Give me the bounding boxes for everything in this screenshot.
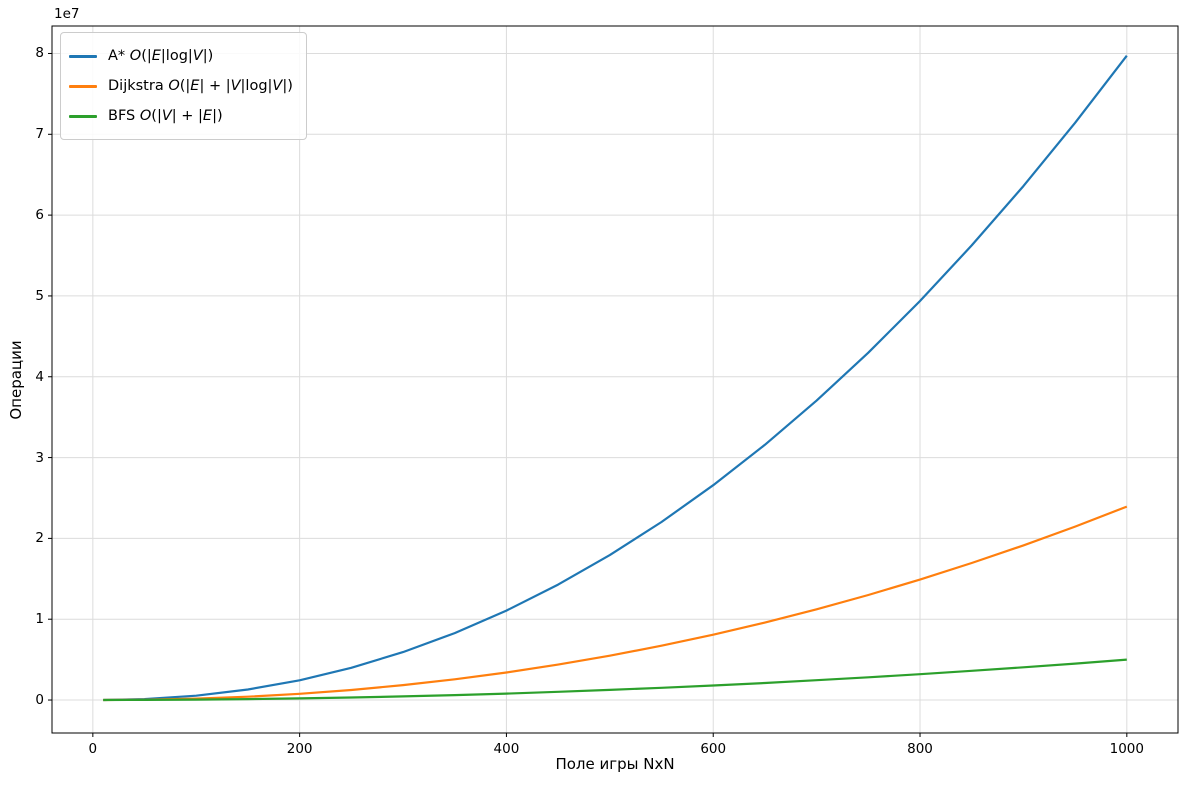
y-tick-label: 2: [35, 530, 44, 547]
legend: A* O(|E|log|V|) Dijkstra O(|E| + |V|log|V…: [60, 32, 307, 140]
y-tick-label: 4: [35, 368, 44, 385]
y-axis-offset-text: 1e7: [54, 6, 80, 22]
y-tick-label: 5: [35, 287, 44, 304]
y-tick-label: 7: [35, 126, 44, 143]
x-tick-label: 0: [88, 741, 98, 757]
legend-line-swatch: [69, 84, 97, 88]
y-tick-label: 8: [35, 45, 44, 62]
legend-item-0: A* O(|E|log|V|): [69, 41, 293, 71]
legend-label: Dijkstra O(|E| + |V|log|V|): [108, 78, 293, 94]
x-tick-label: 200: [286, 741, 313, 757]
legend-line-swatch: [69, 54, 97, 58]
legend-label: A* O(|E|log|V|): [108, 48, 214, 64]
series-line-2: [103, 658, 1127, 702]
legend-item-2: BFS O(|V| + |E|): [69, 101, 293, 131]
y-tick-label: 0: [35, 692, 44, 709]
x-tick-label: 400: [493, 741, 520, 757]
x-tick-label: 800: [907, 741, 933, 757]
y-tick-label: 1: [35, 611, 44, 628]
axes-spines: [51, 25, 1179, 734]
y-tick-label: 6: [35, 207, 44, 224]
legend-line-swatch: [69, 114, 97, 118]
legend-label: BFS O(|V| + |E|): [108, 108, 223, 124]
y-tick-label: 3: [35, 449, 44, 466]
x-tick-label: 1000: [1109, 741, 1144, 757]
series-line-0: [103, 55, 1128, 702]
x-tick-label: 600: [700, 741, 727, 757]
series-line-1: [103, 505, 1128, 702]
x-axis-label: Поле игры NxN: [555, 755, 675, 773]
legend-item-1: Dijkstra O(|E| + |V|log|V|): [69, 71, 293, 101]
